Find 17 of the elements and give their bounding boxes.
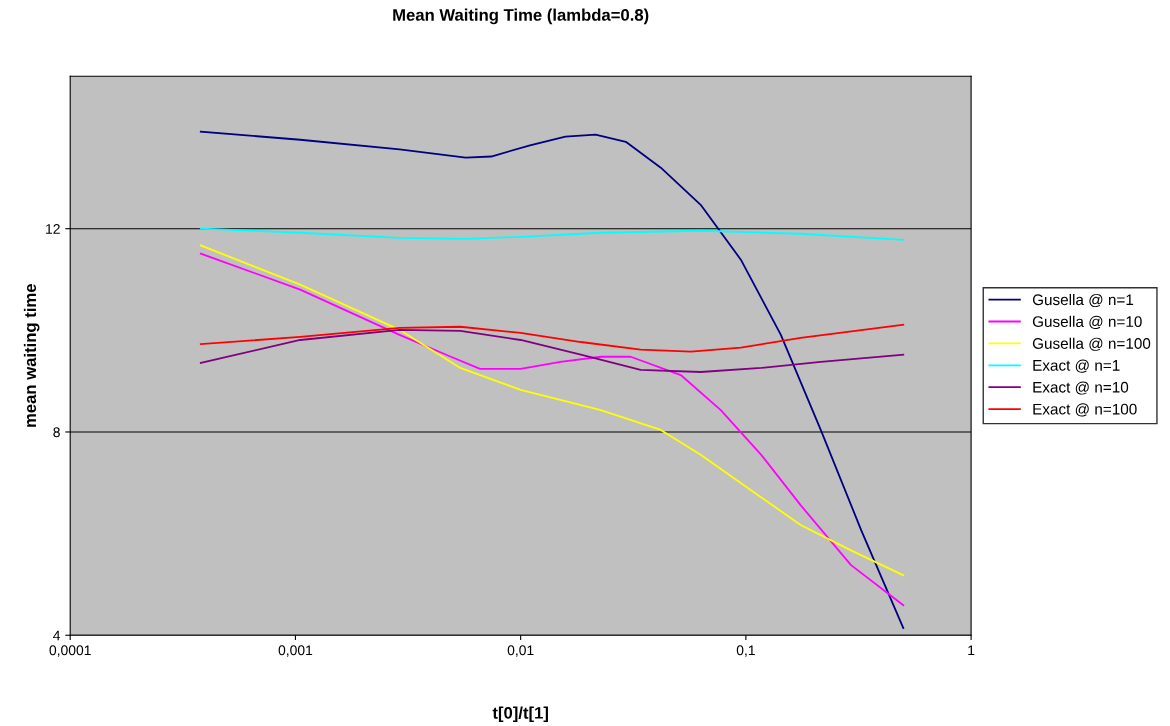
x-tick-label: 1 [968, 645, 975, 656]
legend-label: Exact @ n=1 [1033, 359, 1120, 373]
legend-label: Exact @ n=100 [1033, 403, 1137, 417]
chart-title: Mean Waiting Time (lambda=0.8) [393, 8, 649, 25]
y-axis-title: mean waiting time [23, 284, 40, 427]
x-tick-label: 0,1 [736, 645, 755, 657]
legend-label: Exact @ n=10 [1033, 381, 1129, 395]
x-tick-label: 0,01 [507, 645, 534, 657]
y-tick-label: 8 [53, 427, 60, 438]
legend-label: Gusella @ n=10 [1032, 315, 1142, 329]
y-tick-label: 12 [46, 224, 60, 234]
x-tick-label: 0,001 [278, 645, 313, 657]
legend-label: Gusella @ n=1 [1032, 293, 1134, 308]
x-tick-label: 0,0001 [49, 645, 91, 657]
y-tick-label: 4 [53, 630, 61, 641]
legend-label: Gusella @ n=100 [1032, 337, 1151, 351]
x-axis-title: t[0]/t[1] [492, 706, 548, 723]
